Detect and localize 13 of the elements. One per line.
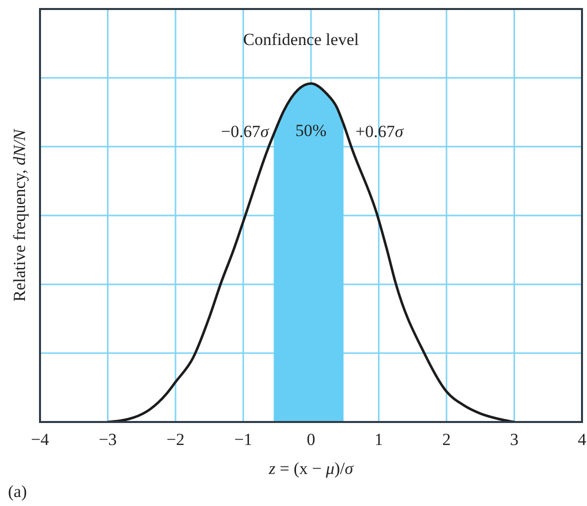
x-tick-label: −1 <box>234 430 252 450</box>
x-tick-label: −2 <box>166 430 185 450</box>
text: Relative frequency, dN/N <box>10 129 29 302</box>
x-tick-label: −3 <box>98 430 117 450</box>
x-tick-label: 3 <box>510 430 518 450</box>
annotation: 50% <box>295 121 327 140</box>
x-axis-title: z = (x − μ)/σ <box>268 459 354 478</box>
text: (a) <box>8 482 27 501</box>
x-tick-label: 2 <box>442 430 451 450</box>
x-tick-label: −4 <box>30 430 50 450</box>
x-tick-label: 1 <box>374 430 383 450</box>
x-tick-label: 0 <box>306 430 316 450</box>
x-tick-label: 4 <box>578 430 587 450</box>
